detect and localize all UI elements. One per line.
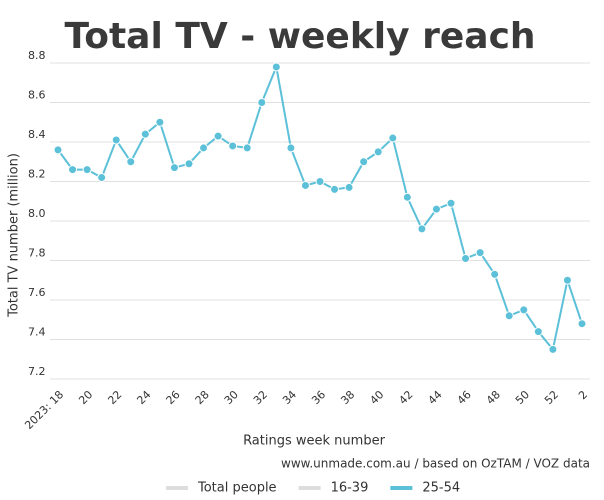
x-tick-label: 34 [280, 388, 299, 407]
data-point [373, 147, 383, 157]
source-note: www.unmade.com.au / based on OzTAM / VOZ… [281, 457, 590, 471]
data-point [461, 254, 471, 264]
data-point [359, 157, 369, 167]
data-point [388, 133, 398, 143]
legend-label[interactable]: 16-39 [331, 481, 369, 496]
data-point [97, 173, 107, 183]
x-tick-label: 24 [134, 388, 153, 407]
data-point [504, 311, 514, 321]
data-point [257, 98, 267, 107]
data-point [228, 141, 238, 151]
data-point [548, 344, 558, 354]
data-point [271, 62, 281, 72]
data-point [169, 163, 179, 173]
data-point [53, 145, 63, 155]
y-tick-label: 7.8 [28, 247, 46, 260]
data-point [242, 143, 252, 153]
data-point [111, 135, 121, 145]
legend-label[interactable]: Total people [197, 481, 277, 496]
data-point [490, 269, 500, 279]
x-tick-label: 30 [222, 388, 241, 407]
x-axis-label: Ratings week number [243, 434, 386, 449]
data-point [300, 180, 310, 190]
y-tick-label: 7.4 [28, 326, 46, 339]
data-point [475, 248, 485, 258]
x-tick-label: 42 [396, 388, 415, 407]
data-point [286, 143, 296, 153]
x-tick-label: 46 [455, 388, 474, 407]
y-tick-label: 8.0 [28, 207, 46, 220]
y-tick-label: 7.6 [28, 286, 46, 299]
y-tick-label: 8.2 [28, 168, 46, 181]
x-tick-label: 26 [164, 388, 183, 407]
y-axis-label: Total TV number (million) [7, 153, 22, 318]
data-point [82, 165, 92, 175]
x-tick-label: 52 [542, 388, 561, 407]
x-tick-label: 2023: 18 [22, 388, 66, 432]
data-point [577, 319, 587, 329]
y-tick-label: 8.6 [28, 89, 46, 102]
y-tick-label: 7.2 [28, 365, 46, 378]
data-point [213, 131, 223, 141]
data-point [431, 204, 441, 214]
x-tick-label: 32 [251, 388, 270, 407]
legend-label[interactable]: 25-54 [422, 481, 460, 496]
data-point [446, 198, 456, 208]
x-tick-label: 20 [76, 388, 95, 407]
data-point [140, 129, 150, 139]
x-tick-label: 48 [484, 388, 503, 407]
data-point [155, 117, 165, 127]
data-point [184, 159, 194, 169]
data-point [417, 224, 427, 234]
x-tick-label: 22 [105, 388, 124, 407]
series-line [57, 63, 583, 352]
data-point [68, 165, 78, 175]
x-tick-label: 38 [338, 388, 357, 407]
data-point [315, 177, 325, 186]
x-tick-label: 2 [576, 388, 590, 402]
y-tick-label: 8.4 [28, 128, 46, 141]
y-tick-label: 8.8 [28, 49, 46, 62]
data-point [126, 157, 136, 167]
data-point [330, 184, 340, 194]
x-tick-label: 40 [367, 388, 386, 407]
x-tick-label: 44 [426, 388, 445, 407]
data-point [344, 182, 354, 192]
data-point [562, 275, 572, 285]
x-tick-label: 36 [309, 388, 328, 407]
chart-title: Total TV - weekly reach [64, 16, 535, 57]
data-point [533, 327, 543, 337]
data-point [402, 192, 412, 202]
data-point [199, 143, 209, 153]
data-point [519, 305, 529, 315]
x-tick-label: 28 [193, 388, 212, 407]
x-tick-label: 50 [513, 388, 532, 407]
